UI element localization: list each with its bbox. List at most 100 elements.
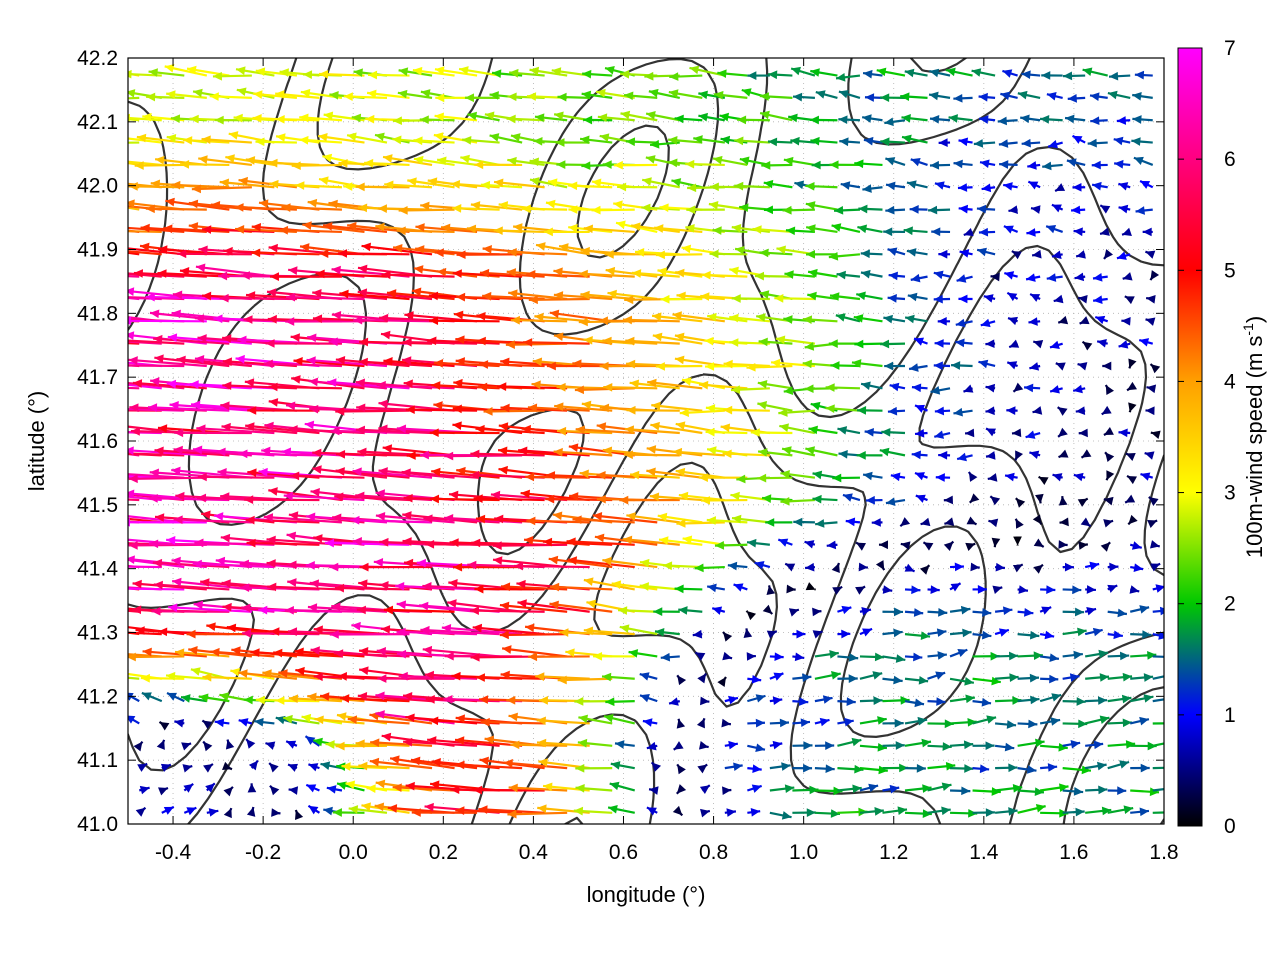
wind-vector-shaft (307, 695, 365, 703)
wind-vector-shaft (128, 558, 185, 569)
wind-vector-head (286, 740, 297, 749)
wind-vector-head (203, 763, 213, 773)
wind-vector-head (893, 675, 903, 685)
wind-vector-head (110, 421, 119, 430)
wind-vector (668, 697, 681, 706)
wind-vector-head (180, 694, 191, 703)
wind-vector-head (82, 581, 91, 590)
wind-vector (1062, 627, 1087, 637)
wind-vector (1152, 742, 1164, 747)
wind-vector (949, 605, 971, 615)
wind-vector (1062, 585, 1082, 595)
wind-vector-head (755, 743, 765, 753)
wind-vector-head (535, 672, 545, 682)
wind-vector-head (806, 808, 816, 817)
wind-vector-head (889, 784, 900, 794)
wind-vector-head (750, 808, 761, 817)
wind-vector (1017, 630, 1040, 640)
wind-vector-shaft (128, 676, 140, 680)
wind-vector (972, 741, 995, 751)
wind-vector (1040, 742, 1068, 752)
wind-vector (347, 715, 410, 725)
wind-vector-head (105, 469, 114, 478)
wind-vector-head (427, 736, 437, 745)
wind-vector-head (240, 583, 250, 593)
wind-vector-head (310, 646, 320, 655)
y-tick-label: 42.0 (77, 175, 118, 198)
wind-vector-head (538, 696, 548, 705)
wind-vector-shaft (267, 585, 342, 591)
wind-vector-head (65, 513, 74, 522)
wind-vector-head (390, 755, 400, 764)
y-tick-label: 41.0 (77, 813, 118, 836)
wind-vector (972, 697, 992, 707)
wind-vector-head (1098, 649, 1109, 659)
wind-vector-shaft (337, 252, 410, 256)
wind-vector-head (166, 692, 177, 701)
wind-vector (1062, 807, 1085, 817)
wind-vector-head (387, 804, 398, 813)
wind-vector-head (320, 692, 330, 701)
wind-vector-head (1139, 807, 1149, 817)
y-tick-label: 41.2 (77, 685, 118, 708)
wind-vector (158, 721, 170, 731)
colorbar-tick-label: 4 (1224, 370, 1236, 393)
wind-vector-head (128, 652, 136, 662)
wind-vector (1084, 649, 1109, 659)
wind-vector (1039, 653, 1060, 663)
wind-vector-head (174, 648, 185, 658)
wind-vector-shaft (514, 564, 590, 569)
wind-vector-head (788, 608, 799, 617)
wind-vector-head (65, 315, 74, 324)
wind-vector-head (480, 717, 490, 727)
wind-vector (383, 605, 455, 615)
wind-vector-shaft (398, 674, 478, 680)
wind-vector (927, 585, 940, 594)
wind-vector (377, 674, 455, 683)
wind-vector (724, 762, 743, 772)
wind-vector-head (1147, 651, 1157, 660)
wind-vector (769, 784, 795, 793)
wind-vector-head (583, 577, 594, 586)
wind-vector (722, 786, 732, 796)
wind-vector (792, 763, 813, 773)
wind-vector-head (550, 582, 560, 592)
wind-vector-head (479, 756, 489, 766)
wind-vector-head (278, 669, 288, 678)
wind-vector-head (779, 718, 789, 728)
wind-vector (747, 694, 766, 703)
wind-vector-head (284, 605, 294, 615)
wind-vector (1130, 807, 1150, 817)
wind-vector (792, 673, 812, 683)
wind-vector (746, 652, 756, 661)
wind-vector (1085, 806, 1112, 816)
wind-vector (410, 756, 478, 770)
wind-vector-head (269, 785, 280, 796)
wind-vector-head (872, 671, 883, 680)
wind-vector (904, 631, 931, 641)
wind-vector (273, 648, 343, 658)
wind-vector-head (73, 222, 82, 231)
wind-vector-head (800, 718, 810, 728)
wind-vector (245, 738, 256, 749)
wind-vector-head (1018, 585, 1028, 594)
wind-vector-head (825, 764, 835, 774)
wind-vector-head (1139, 605, 1150, 614)
wind-vector (287, 763, 299, 772)
wind-vector (1152, 631, 1164, 640)
wind-vector-head (1098, 785, 1108, 795)
wind-vector (334, 583, 410, 593)
wind-vector-head (517, 599, 527, 608)
wind-vector-head (696, 718, 705, 729)
wind-vector (1062, 697, 1086, 706)
wind-vector-shaft (177, 252, 252, 256)
wind-vector (1107, 630, 1123, 640)
wind-vector (694, 651, 706, 661)
wind-vector-head (1139, 716, 1149, 726)
wind-vector-head (116, 157, 125, 166)
wind-vector-head (202, 672, 212, 682)
wind-vector (1152, 584, 1164, 593)
wind-vector-head (139, 785, 150, 795)
wind-vector (700, 696, 710, 706)
wind-vector-head (63, 492, 72, 501)
